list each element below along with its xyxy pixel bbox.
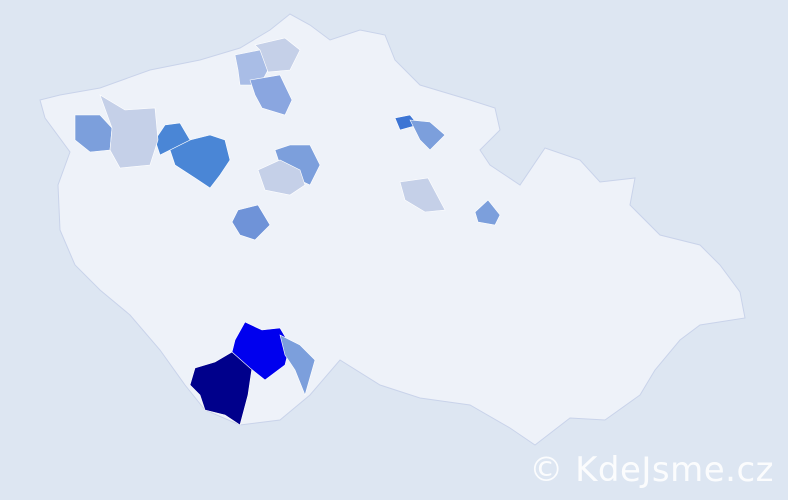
- district-highlight: [99, 94, 159, 169]
- district-highlight: [189, 351, 253, 426]
- district-highlight: [154, 122, 191, 156]
- district-highlight: [231, 204, 271, 241]
- district-highlight: [399, 177, 446, 213]
- country-outline: [39, 13, 746, 446]
- district-highlight: [257, 159, 306, 196]
- district-highlight: [254, 37, 301, 73]
- watermark: © KdeJsme.cz: [529, 450, 774, 490]
- district-highlight: [279, 334, 316, 396]
- district-highlight: [249, 74, 293, 116]
- district-highlight: [474, 199, 501, 226]
- district-highlight: [169, 134, 231, 189]
- district-highlight: [409, 119, 446, 151]
